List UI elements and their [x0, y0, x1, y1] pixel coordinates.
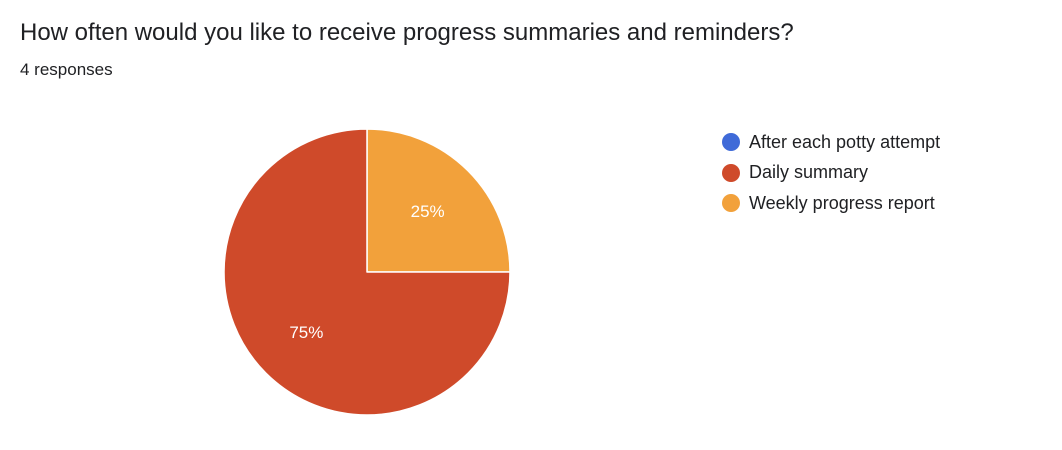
legend-label: Daily summary	[749, 162, 869, 183]
pie-label-weekly-progress-report: 25%	[411, 202, 445, 221]
legend-swatch	[722, 133, 740, 152]
legend-item-daily-summary: Daily summary	[722, 158, 940, 189]
legend-swatch	[722, 163, 740, 182]
pie-label-daily-summary: 75%	[289, 323, 323, 342]
legend-item-after-each-potty-attempt: After each potty attempt	[722, 127, 940, 158]
legend-item-weekly-progress-report: Weekly progress report	[722, 188, 940, 219]
legend-swatch	[722, 194, 740, 213]
pie-slice-daily-summary[interactable]	[223, 128, 511, 416]
legend-label: Weekly progress report	[749, 192, 935, 213]
response-count: 4 responses	[20, 60, 113, 79]
question-title: How often would you like to receive prog…	[20, 19, 794, 46]
pie-slice-weekly-progress-report[interactable]	[366, 128, 511, 273]
legend-label: After each potty attempt	[749, 131, 941, 152]
chart-legend: After each potty attempt Daily summary Wee…	[722, 127, 940, 219]
